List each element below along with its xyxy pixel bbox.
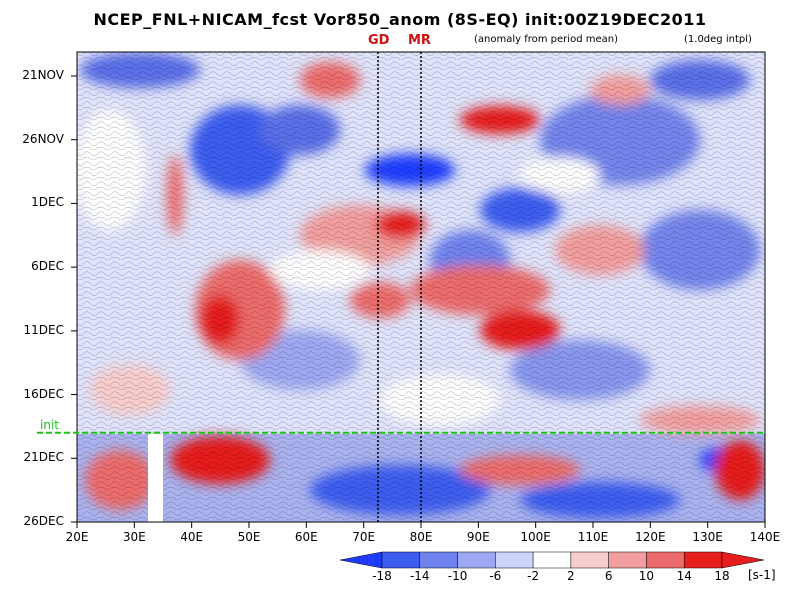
colorbar-segment <box>532 551 572 569</box>
y-axis-ticks <box>71 75 77 523</box>
marker-label-mr: MR <box>408 33 431 48</box>
init-label: init <box>40 417 59 432</box>
colorbar-unit: [s-1] <box>748 568 776 582</box>
y-tick-label: 1DEC <box>31 195 64 210</box>
y-tick-label: 21DEC <box>23 450 64 465</box>
y-tick-label: 26DEC <box>23 514 64 528</box>
x-tick-label: 110E <box>577 530 609 544</box>
x-tick-label: 90E <box>466 530 490 544</box>
chart-title: NCEP_FNL+NICAM_fcst Vor850_anom (8S-EQ) … <box>93 10 707 29</box>
chart-subtitle-left: (anomaly from period mean) <box>474 34 618 45</box>
colorbar-segment <box>457 551 496 569</box>
y-tick-label: 11DEC <box>23 322 64 337</box>
x-tick-label: 100E <box>520 530 551 544</box>
x-tick-label: 30E <box>122 530 146 544</box>
chart-subtitle-right: (1.0deg intpl) <box>684 34 752 45</box>
colorbar-segment <box>381 551 421 569</box>
colorbar-label: 6 <box>604 569 613 583</box>
x-tick-label: 80E <box>409 530 433 544</box>
x-tick-label: 70E <box>352 530 376 544</box>
x-tick-label: 120E <box>635 530 666 544</box>
y-tick-label: 26NOV <box>22 131 64 146</box>
colorbar-label: -18 <box>372 569 392 583</box>
x-tick-label: 130E <box>692 530 723 544</box>
colorbar-label: 18 <box>714 569 730 583</box>
marker-label-gd: GD <box>368 33 390 48</box>
colorbar-label: 2 <box>567 569 575 583</box>
colorbar-label: 10 <box>638 569 655 583</box>
x-tick-label: 50E <box>237 530 261 544</box>
colorbar-label: 14 <box>676 569 692 583</box>
x-tick-label: 60E <box>294 530 318 544</box>
y-tick-label: 6DEC <box>31 259 64 274</box>
colorbar-segment <box>419 551 458 569</box>
colorbar-segment <box>495 551 534 569</box>
colorbar-segment <box>721 551 765 569</box>
colorbar-label: -10 <box>447 569 468 583</box>
colorbar-segment <box>570 551 609 569</box>
colorbar-segment <box>646 551 685 569</box>
colorbar-segment <box>608 551 647 569</box>
x-tick-label: 40E <box>180 530 204 544</box>
colorbar-label: -14 <box>409 569 430 583</box>
colorbar-label: -2 <box>527 569 540 583</box>
colorbar-label: -6 <box>489 569 502 583</box>
y-tick-label: 21NOV <box>22 68 64 82</box>
colorbar-segment <box>339 551 383 569</box>
contour-lines <box>77 52 765 522</box>
colorbar <box>339 551 765 569</box>
x-tick-label: 140E <box>749 530 781 544</box>
x-axis-ticks <box>76 522 766 528</box>
y-tick-label: 16DEC <box>23 386 64 401</box>
x-tick-label: 20E <box>65 530 89 544</box>
colorbar-segment <box>683 551 723 569</box>
missing-data-strip <box>148 434 163 522</box>
